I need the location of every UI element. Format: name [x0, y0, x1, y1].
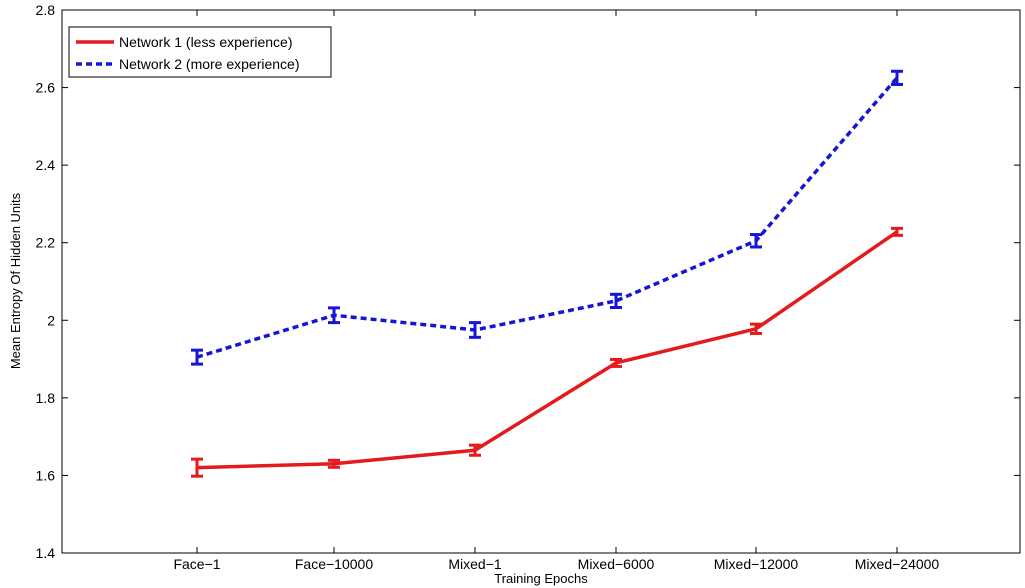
series-line — [196, 230, 898, 470]
series-1 — [191, 226, 903, 478]
error-bar — [891, 69, 903, 86]
x-tick-label: Mixed−12000 — [714, 556, 799, 572]
error-bar — [469, 321, 481, 339]
x-tick-label: Face−1 — [173, 556, 220, 572]
error-bar — [328, 306, 340, 325]
x-tick-label: Mixed−24000 — [855, 556, 940, 572]
y-tick-label: 2.6 — [36, 80, 56, 96]
series-layer — [191, 69, 903, 478]
y-tick-label: 1.4 — [36, 545, 56, 561]
x-tick-label: Mixed−6000 — [578, 556, 655, 572]
series-2 — [191, 69, 903, 366]
y-tick-label: 1.6 — [36, 467, 56, 483]
x-tick-label: Mixed−1 — [448, 556, 502, 572]
x-axis-label: Training Epochs — [494, 571, 588, 586]
legend: Network 1 (less experience) Network 2 (mo… — [68, 26, 332, 78]
x-tick-label: Face−10000 — [295, 556, 373, 572]
error-bar — [610, 357, 622, 368]
y-tick-label: 2.8 — [36, 2, 56, 18]
legend-label: Network 1 (less experience) — [119, 34, 293, 50]
y-axis-label: Mean Entropy Of Hidden Units — [8, 192, 23, 369]
y-tick-label: 2 — [47, 312, 55, 328]
error-bar — [191, 348, 203, 366]
axis-ticks: 1.4 1.6 1.8 2 2.2 2.4 2.6 2.8 Face−1 Face−10000 Mi… — [36, 2, 1020, 572]
legend-label: Network 2 (more experience) — [119, 56, 300, 72]
error-bar — [191, 457, 203, 478]
error-bar — [469, 443, 481, 457]
error-bar — [750, 233, 762, 249]
error-bar — [750, 322, 762, 335]
legend-box — [68, 26, 332, 78]
plot-frame — [61, 9, 1021, 554]
y-tick-label: 2.4 — [36, 157, 56, 173]
error-bar — [328, 458, 340, 469]
y-tick-label: 1.8 — [36, 390, 56, 406]
error-bar — [610, 292, 622, 309]
error-bar — [891, 226, 903, 237]
y-tick-label: 2.2 — [36, 235, 56, 251]
